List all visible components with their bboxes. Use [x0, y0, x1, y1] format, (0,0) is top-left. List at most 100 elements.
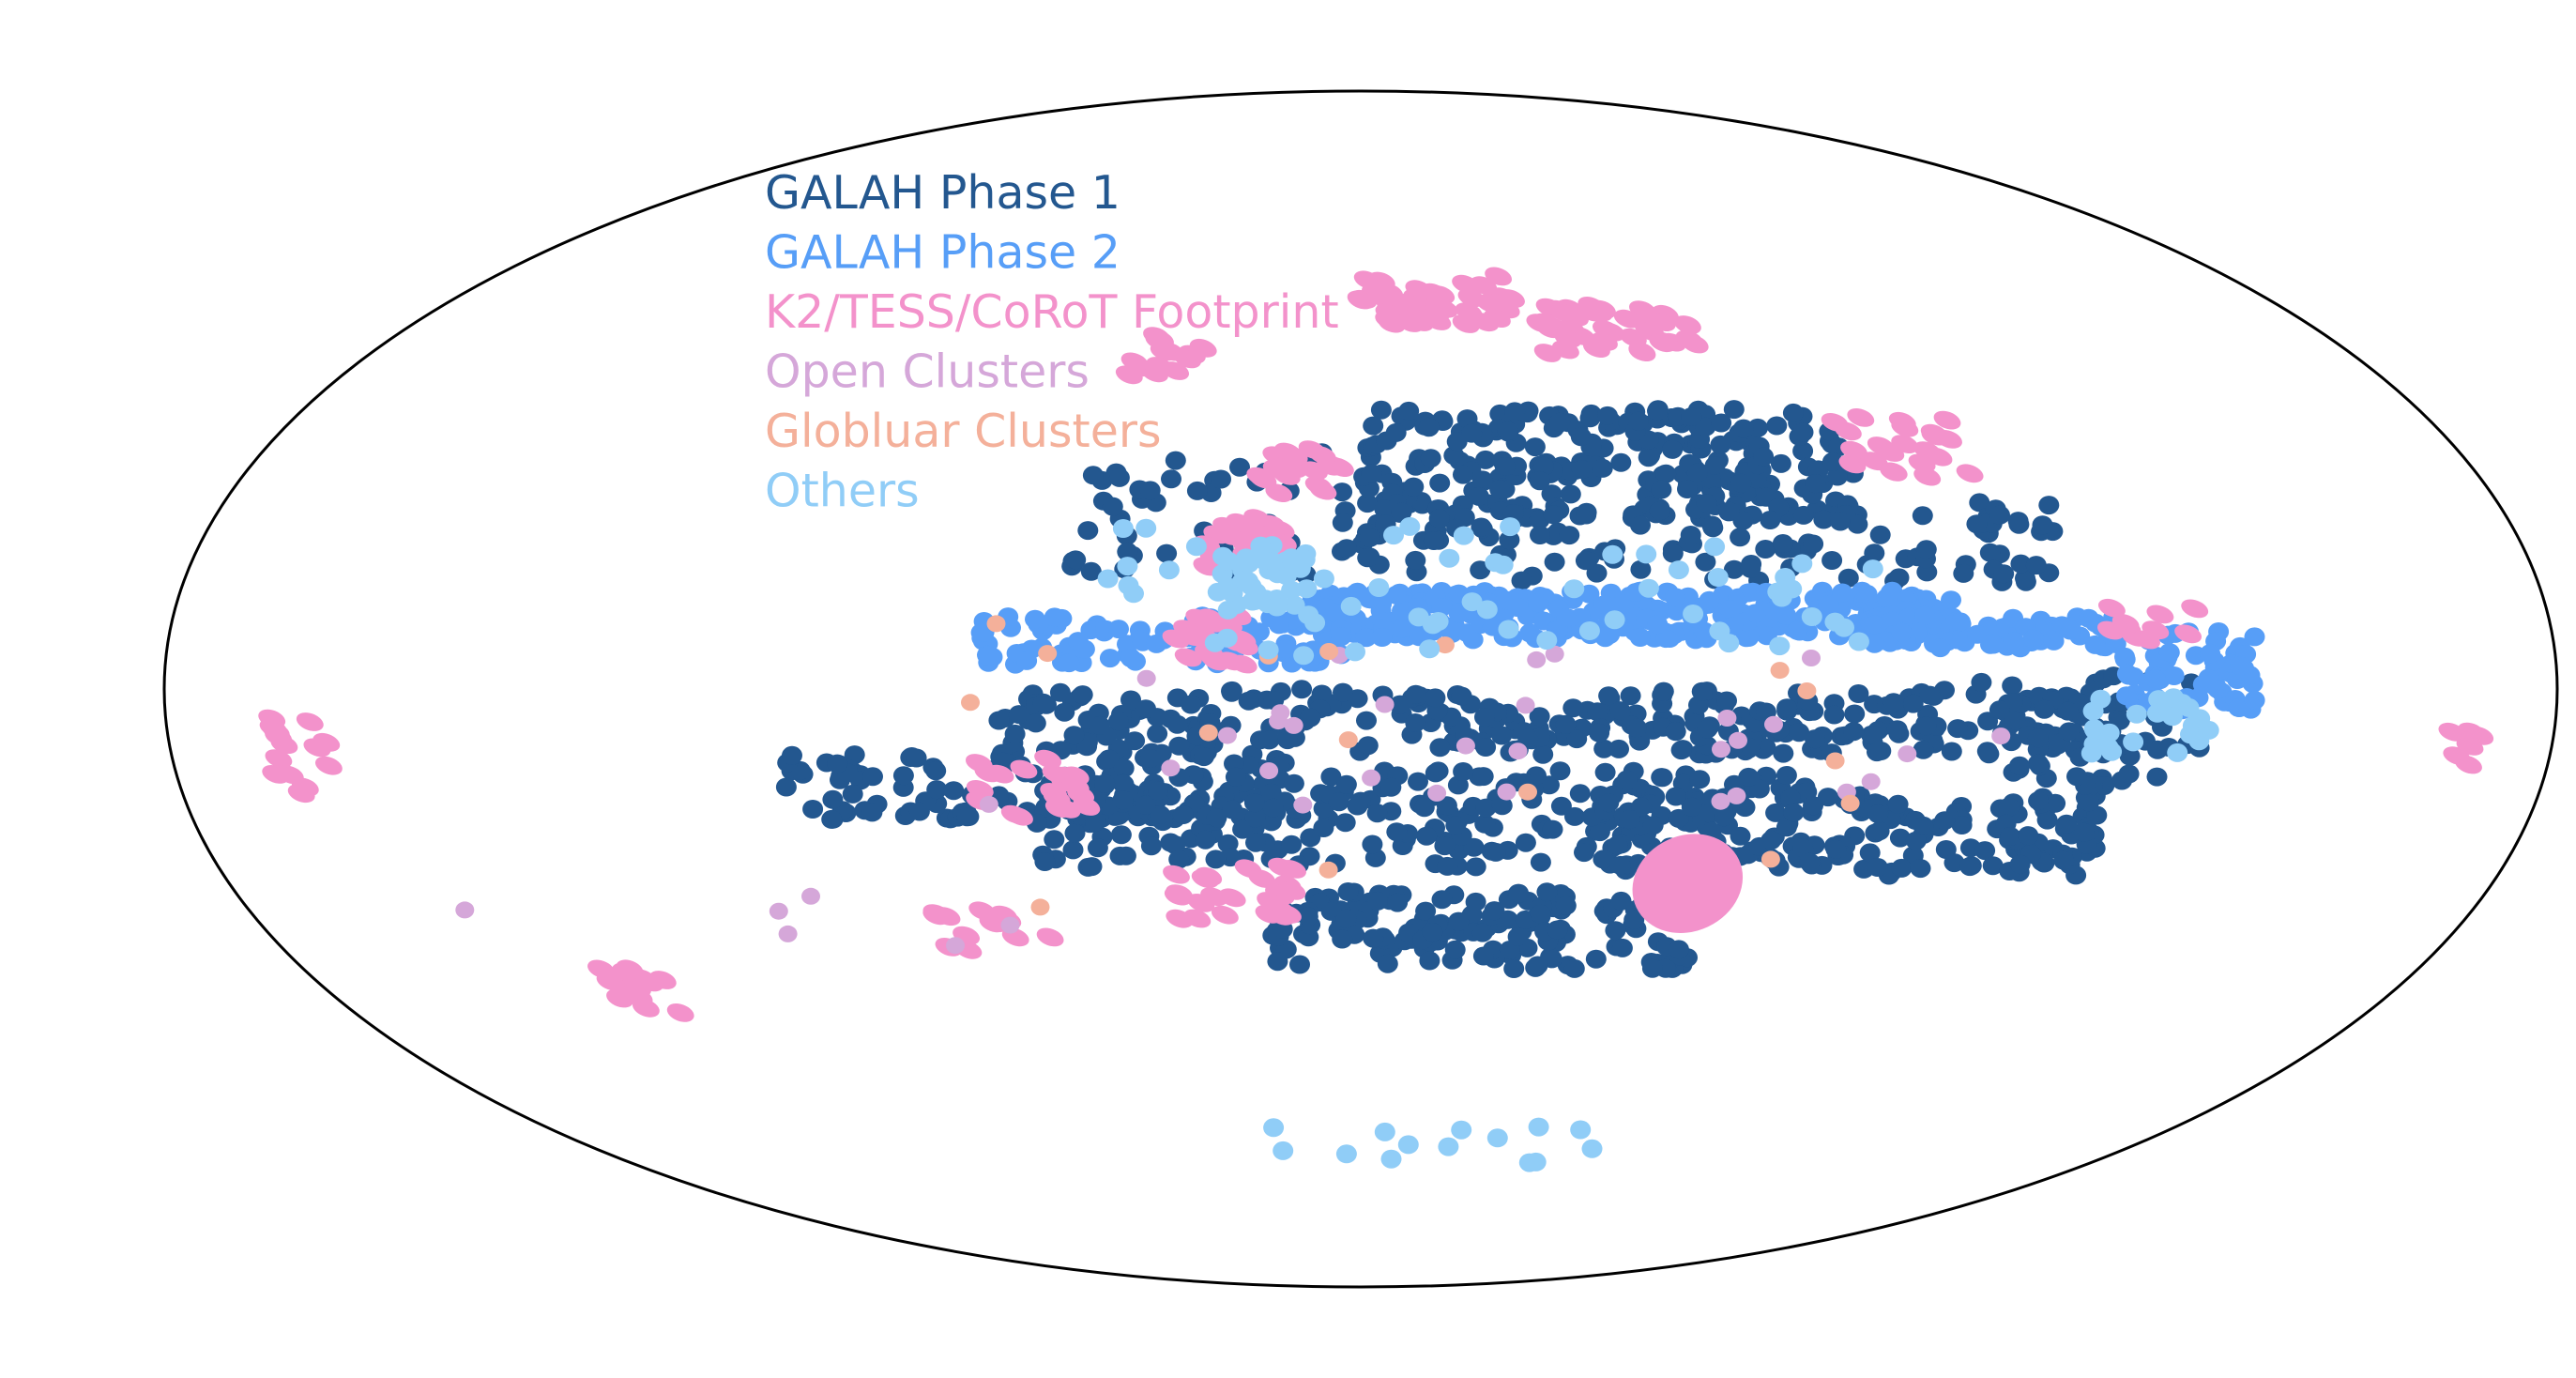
point-glob-6 [1770, 662, 1790, 680]
point-phase1-375 [1760, 511, 1781, 529]
point-others-43 [1578, 621, 1600, 640]
point-phase2-423 [2003, 632, 2024, 651]
point-phase1-1118 [1244, 808, 1266, 828]
point-phase1-756 [1475, 738, 1497, 757]
point-phase1-319 [1662, 544, 1684, 563]
point-phase1-124 [1456, 409, 1478, 429]
point-phase1-841 [862, 767, 883, 787]
series-phase1 [775, 400, 2210, 978]
point-phase1-748 [1697, 719, 1718, 739]
point-k2-130 [1300, 461, 1328, 481]
point-others-70 [1158, 560, 1180, 580]
point-phase1-950 [1362, 834, 1383, 854]
point-phase1-415 [1186, 481, 1208, 500]
point-phase1-1233 [1982, 856, 2004, 876]
point-phase1-659 [1166, 714, 1188, 734]
point-k2-172 [1217, 651, 1245, 671]
point-others-137 [1263, 1118, 1285, 1138]
point-k2-98 [1933, 410, 1961, 430]
point-glob-11 [1825, 752, 1845, 770]
point-phase1-1148 [2036, 810, 2058, 830]
scatter-points [258, 267, 2494, 1172]
point-phase1-875 [956, 807, 978, 827]
point-phase1-753 [2058, 722, 2080, 742]
point-open-9 [1427, 784, 1447, 802]
point-phase2-305 [1593, 595, 1615, 615]
point-phase1-420 [1361, 464, 1382, 483]
point-k2-119 [1265, 483, 1293, 502]
point-phase1-356 [1630, 559, 1652, 579]
point-phase1-749 [1277, 730, 1298, 750]
point-phase1-1509 [1971, 672, 1992, 692]
point-phase1-528 [1653, 681, 1674, 701]
point-open-13 [1271, 704, 1290, 722]
point-phase1-863 [827, 754, 848, 773]
point-phase1-184 [1403, 477, 1425, 497]
point-k2-84 [1908, 453, 1936, 473]
point-phase1-189 [1357, 494, 1379, 513]
point-phase1-1435 [1465, 892, 1486, 911]
point-others-60 [1258, 640, 1279, 660]
point-k2-115 [1146, 357, 1174, 375]
point-phase1-1278 [2073, 822, 2095, 842]
point-k2-33 [1392, 298, 1420, 317]
point-phase1-1006 [1668, 808, 1689, 828]
point-others-127 [1486, 1128, 1508, 1148]
point-phase1-733 [1882, 693, 1904, 712]
point-k2-186 [986, 764, 1014, 784]
point-phase1-569 [2004, 711, 2026, 730]
point-others-73 [1383, 526, 1404, 545]
point-open-6 [1293, 796, 1313, 814]
point-phase1-1423 [1448, 911, 1470, 931]
point-phase1-1494 [2147, 740, 2169, 759]
point-others-116 [2084, 721, 2106, 740]
point-phase1-186 [1579, 408, 1601, 428]
point-open-5 [1161, 759, 1181, 777]
point-phase1-344 [1915, 540, 1937, 559]
point-phase1-550 [1608, 739, 1629, 758]
point-phase1-254 [1627, 411, 1649, 431]
point-phase1-480 [1054, 702, 1075, 722]
point-phase1-741 [1405, 684, 1426, 704]
point-phase1-873 [782, 745, 802, 765]
point-phase1-1425 [1563, 958, 1585, 978]
point-phase1-672 [1120, 690, 1141, 710]
point-phase1-596 [1566, 729, 1588, 749]
point-k2-28 [1427, 285, 1456, 304]
point-phase1-725 [1776, 698, 1798, 718]
point-k2-258 [296, 712, 324, 731]
point-phase2-326 [1647, 615, 1669, 635]
point-phase1-320 [1499, 530, 1520, 550]
point-phase1-1092 [1413, 798, 1435, 818]
point-phase1-430 [1359, 528, 1380, 547]
point-phase2-427 [1891, 622, 1913, 642]
point-phase1-1424 [1289, 955, 1310, 974]
point-phase1-597 [1978, 744, 2000, 764]
point-phase1-365 [1559, 526, 1580, 545]
point-phase2-422 [1864, 634, 1885, 653]
point-k2-236 [666, 1003, 694, 1022]
point-phase1-850 [908, 802, 930, 821]
point-phase1-1082 [1689, 770, 1711, 789]
point-phase2-332 [1787, 620, 1808, 640]
point-phase1-235 [1730, 473, 1752, 493]
point-phase1-363 [1772, 534, 1793, 553]
point-phase2-604 [2244, 691, 2265, 710]
point-phase2-566 [2116, 686, 2137, 706]
point-phase1-1459 [1547, 920, 1568, 940]
point-others-75 [1293, 646, 1315, 666]
point-phase1-202 [1792, 422, 1814, 442]
point-open-10 [1991, 727, 2011, 745]
point-phase1-592 [1587, 702, 1608, 722]
point-phase1-1291 [1867, 858, 1888, 877]
point-phase2-288 [1629, 628, 1651, 647]
point-phase1-856 [906, 748, 927, 768]
point-phase1-1102 [1652, 768, 1673, 788]
point-glob-9 [1319, 643, 1339, 660]
point-open-16 [1375, 696, 1395, 713]
point-phase2-424 [1864, 615, 1885, 635]
point-phase1-1086 [1113, 774, 1135, 794]
point-phase1-360 [1702, 518, 1724, 538]
point-phase1-1293 [1887, 794, 1909, 814]
point-phase1-438 [1102, 497, 1123, 516]
